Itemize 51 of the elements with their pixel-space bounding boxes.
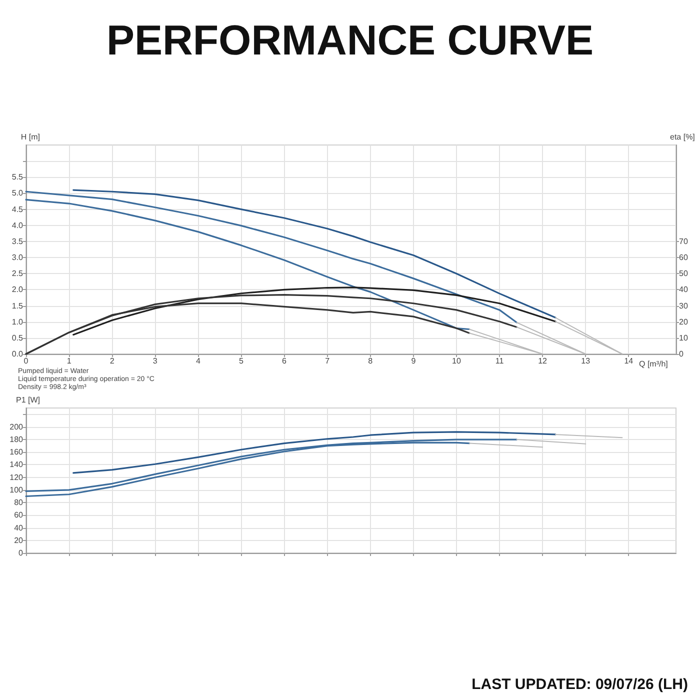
x-tick-label: 10: [452, 356, 462, 366]
y-tick-label: 0.5: [12, 333, 24, 342]
x-tick-label: 2: [110, 356, 115, 366]
x-tick-label: 4: [196, 356, 201, 366]
x-axis-title: Q [m³/h]: [639, 360, 668, 368]
y-tick-label: 5.5: [12, 172, 24, 182]
y-tick-label: 4.0: [12, 220, 24, 230]
y-tick-label: 120: [10, 472, 24, 482]
y-tick-label: 140: [10, 460, 24, 470]
y-tick-label: 3.5: [12, 236, 24, 246]
y-tick-label: 1.0: [12, 317, 24, 326]
y2-tick-label: 0: [679, 350, 684, 358]
y-tick-label: 4.5: [12, 204, 24, 214]
y2-axis-title: eta [%]: [670, 132, 695, 142]
y-tick-label: 0: [18, 548, 24, 558]
y2-tick-label: 40: [679, 285, 688, 294]
y-axis-title: P1 [W]: [16, 396, 40, 404]
y2-tick-label: 70: [679, 236, 688, 246]
y-tick-label: 1.5: [12, 301, 24, 310]
y-axis-title: H [m]: [20, 132, 40, 142]
x-tick-label: 3: [152, 356, 158, 366]
y-tick-label: 60: [14, 510, 24, 520]
text: LAST UPDATED: 09/07/26 (LH): [472, 676, 688, 693]
y-tick-label: 0.0: [12, 350, 24, 358]
x-tick-label: 6: [282, 356, 288, 366]
y-tick-label: 3.0: [12, 253, 24, 262]
y-tick-label: 100: [10, 485, 24, 494]
y2-tick-label: 30: [679, 301, 688, 310]
y-tick-label: 180: [10, 435, 24, 444]
x-tick-label: 9: [411, 356, 416, 366]
x-tick-label: 12: [538, 356, 548, 366]
y2-tick-label: 20: [679, 317, 688, 326]
x-tick-label: 5: [239, 356, 244, 366]
y2-tick-label: 50: [679, 269, 688, 278]
x-tick-label: 7: [325, 356, 330, 366]
x-tick-label: 8: [368, 356, 374, 366]
y2-tick-label: 10: [679, 333, 688, 342]
y-tick-label: 200: [10, 422, 24, 432]
y-tick-label: 2.5: [12, 269, 24, 278]
y-tick-label: 40: [14, 523, 24, 532]
x-tick-label: 13: [581, 356, 591, 366]
y-tick-label: 20: [14, 536, 24, 545]
y2-tick-label: 60: [679, 253, 688, 262]
y-tick-label: 160: [10, 448, 24, 457]
y-tick-label: 5.0: [12, 188, 24, 198]
y-tick-label: 80: [14, 498, 24, 508]
x-tick-label: 14: [624, 356, 634, 366]
y-tick-label: 2.0: [12, 285, 24, 294]
x-tick-label: 11: [495, 356, 504, 366]
chart-title: PERFORMANCE CURVE: [106, 16, 594, 64]
x-tick-label: 1: [66, 356, 72, 366]
